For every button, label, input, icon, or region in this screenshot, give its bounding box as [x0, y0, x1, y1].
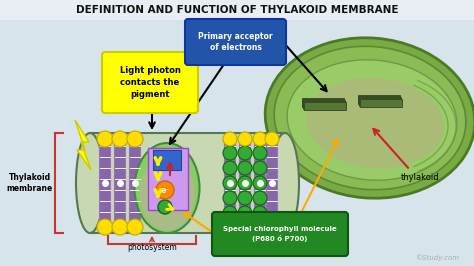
Circle shape [238, 132, 252, 146]
Text: e⁻: e⁻ [160, 186, 170, 195]
Ellipse shape [135, 143, 200, 233]
Circle shape [127, 219, 143, 235]
Circle shape [265, 132, 279, 146]
Bar [359, 98, 401, 106]
Ellipse shape [265, 38, 474, 198]
Circle shape [223, 220, 237, 234]
Text: Special chlorophyll molecule
(P680 ó P700): Special chlorophyll molecule (P680 ó P70… [223, 226, 337, 242]
Circle shape [156, 181, 174, 199]
Circle shape [223, 146, 237, 160]
Bar [114, 136, 126, 230]
Text: Light photon
contacts the
pigment: Light photon contacts the pigment [119, 66, 181, 99]
Ellipse shape [274, 46, 466, 190]
Text: thylakoid: thylakoid [401, 173, 439, 182]
Text: Primary acceptor
of electrons: Primary acceptor of electrons [198, 32, 273, 52]
Circle shape [127, 131, 143, 147]
Polygon shape [75, 120, 91, 170]
FancyBboxPatch shape [212, 212, 348, 256]
Circle shape [253, 220, 267, 234]
Bar [358, 95, 400, 103]
Bar [302, 98, 344, 106]
Circle shape [223, 161, 237, 175]
Circle shape [238, 191, 252, 205]
Bar [303, 100, 345, 108]
Circle shape [238, 206, 252, 220]
Circle shape [238, 146, 252, 160]
Circle shape [97, 131, 113, 147]
Bar [302, 99, 345, 107]
Bar [239, 136, 251, 230]
Circle shape [253, 146, 267, 160]
Bar [148, 148, 188, 210]
Ellipse shape [306, 78, 444, 168]
Circle shape [223, 176, 237, 190]
Text: ©Study.com: ©Study.com [415, 255, 459, 261]
Bar [266, 136, 278, 230]
Circle shape [223, 132, 237, 146]
Bar [90, 133, 285, 233]
Circle shape [265, 220, 279, 234]
Text: photosystem: photosystem [127, 243, 177, 252]
FancyBboxPatch shape [102, 52, 198, 113]
Bar [358, 96, 401, 104]
Bar [360, 99, 402, 107]
Circle shape [253, 161, 267, 175]
Bar [359, 97, 401, 105]
Bar [99, 136, 111, 230]
Bar [129, 136, 141, 230]
Circle shape [238, 161, 252, 175]
Circle shape [253, 132, 267, 146]
Circle shape [238, 220, 252, 234]
Bar [304, 102, 346, 110]
Ellipse shape [139, 156, 194, 231]
Bar [153, 150, 181, 170]
Circle shape [223, 191, 237, 205]
Bar [0, 0, 474, 20]
Text: DEFINITION AND FUNCTION OF THYLAKOID MEMBRANE: DEFINITION AND FUNCTION OF THYLAKOID MEM… [76, 5, 398, 15]
Circle shape [223, 206, 237, 220]
Circle shape [112, 219, 128, 235]
Circle shape [253, 206, 267, 220]
Circle shape [253, 176, 267, 190]
Text: Thylakoid
membrane: Thylakoid membrane [7, 173, 53, 193]
Circle shape [112, 131, 128, 147]
Circle shape [97, 219, 113, 235]
Circle shape [238, 176, 252, 190]
Ellipse shape [76, 133, 104, 233]
Circle shape [253, 191, 267, 205]
Bar [224, 136, 236, 230]
Circle shape [158, 200, 172, 214]
Ellipse shape [287, 60, 457, 180]
FancyBboxPatch shape [185, 19, 286, 65]
Bar [303, 101, 346, 109]
Ellipse shape [271, 133, 299, 233]
Bar [254, 136, 266, 230]
